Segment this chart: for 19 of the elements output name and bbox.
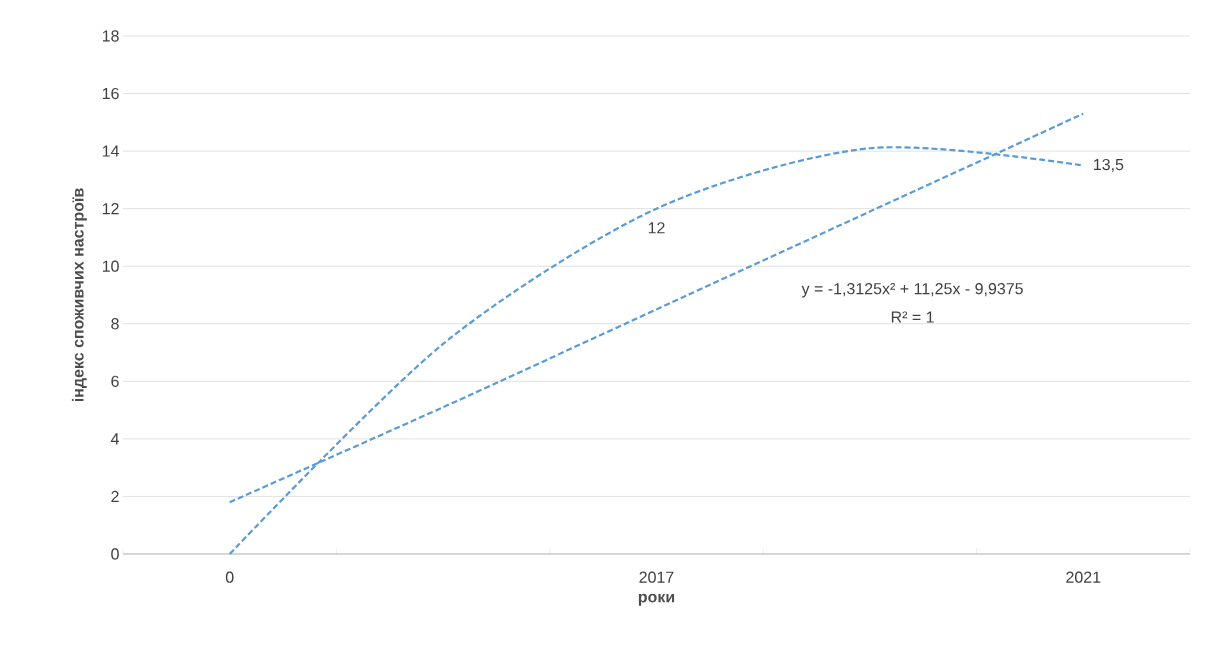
annotation: y = -1,3125x² + 11,25x - 9,9375 (801, 282, 1023, 298)
y-axis-title: індекс споживчих настроїв (71, 188, 87, 402)
y-tick-label: 2 (111, 490, 119, 503)
y-tick-label: 8 (111, 318, 119, 330)
y-tick-label: 12 (102, 203, 119, 215)
y-tick-label: 16 (102, 87, 119, 100)
x-tick-label: 0 (225, 571, 234, 583)
y-tick-label: 0 (111, 548, 119, 560)
y-tick-label: 4 (110, 433, 119, 445)
y-tick-label: 18 (102, 30, 119, 42)
y-tick-label: 6 (111, 375, 119, 387)
data-label: 12 (648, 222, 665, 234)
data-label: 13,5 (1094, 158, 1124, 173)
x-axis-title: роки (638, 593, 675, 606)
annotation: R² = 1 (891, 311, 934, 323)
x-tick-label: 2021 (1066, 571, 1101, 583)
y-tick-label: 14 (102, 145, 119, 157)
y-tick-label: 10 (102, 260, 119, 272)
x-tick-label: 2017 (639, 571, 674, 583)
